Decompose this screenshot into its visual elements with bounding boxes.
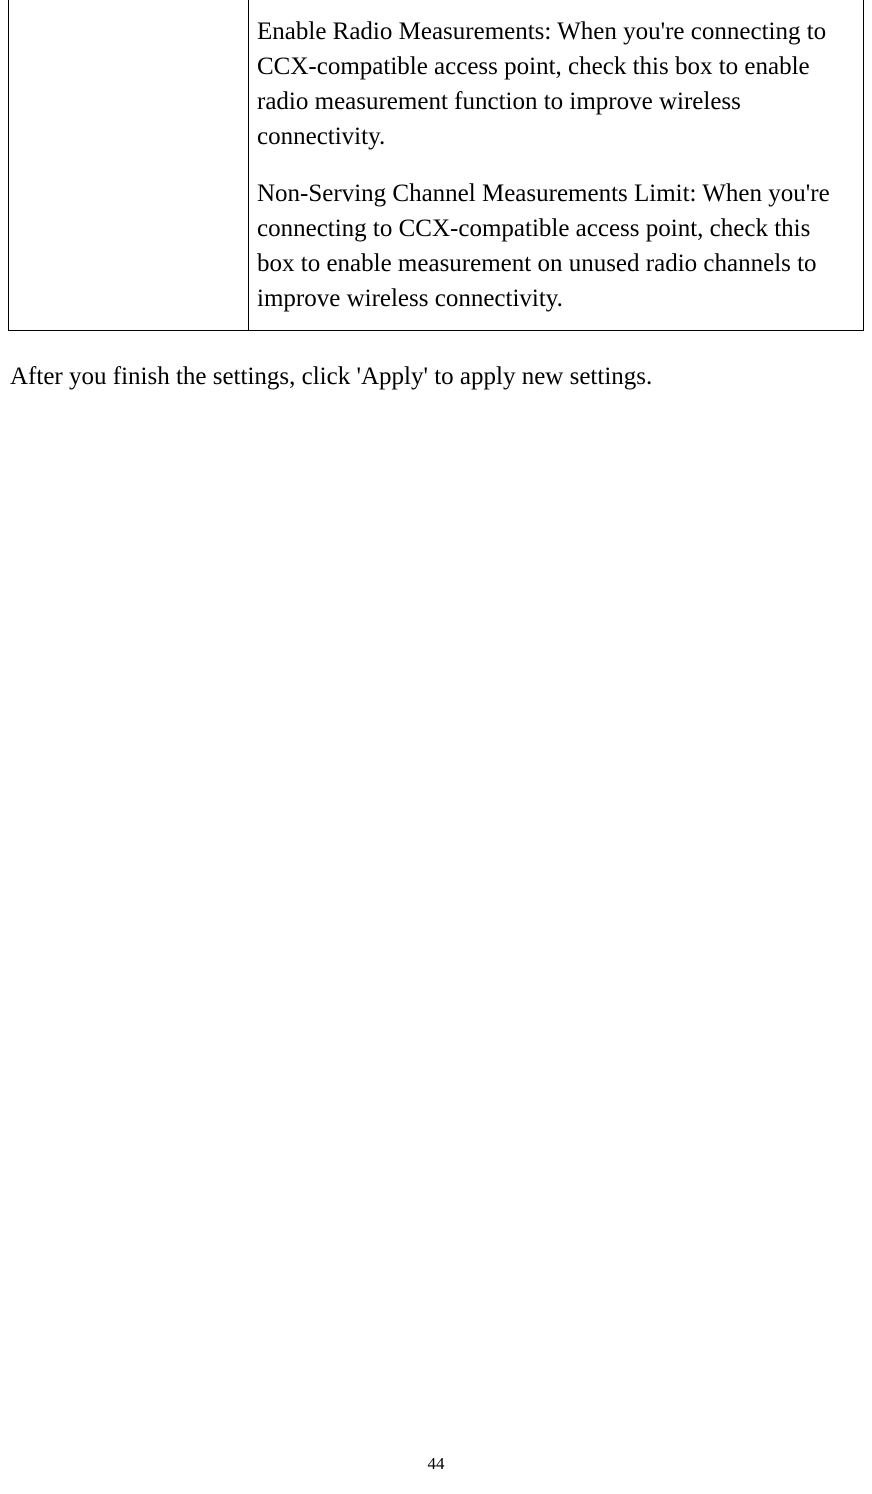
body-text-apply: After you finish the settings, click 'Ap… <box>10 359 862 394</box>
settings-table: Enable Radio Measurements: When you're c… <box>8 0 864 331</box>
paragraph-enable-radio: Enable Radio Measurements: When you're c… <box>257 14 853 154</box>
table-row: Enable Radio Measurements: When you're c… <box>9 0 863 330</box>
table-cell-right: Enable Radio Measurements: When you're c… <box>249 0 863 330</box>
table-cell-left <box>9 0 249 330</box>
page-number: 44 <box>0 1454 872 1474</box>
paragraph-non-serving: Non-Serving Channel Measurements Limit: … <box>257 176 853 316</box>
page-content: Enable Radio Measurements: When you're c… <box>0 0 872 394</box>
